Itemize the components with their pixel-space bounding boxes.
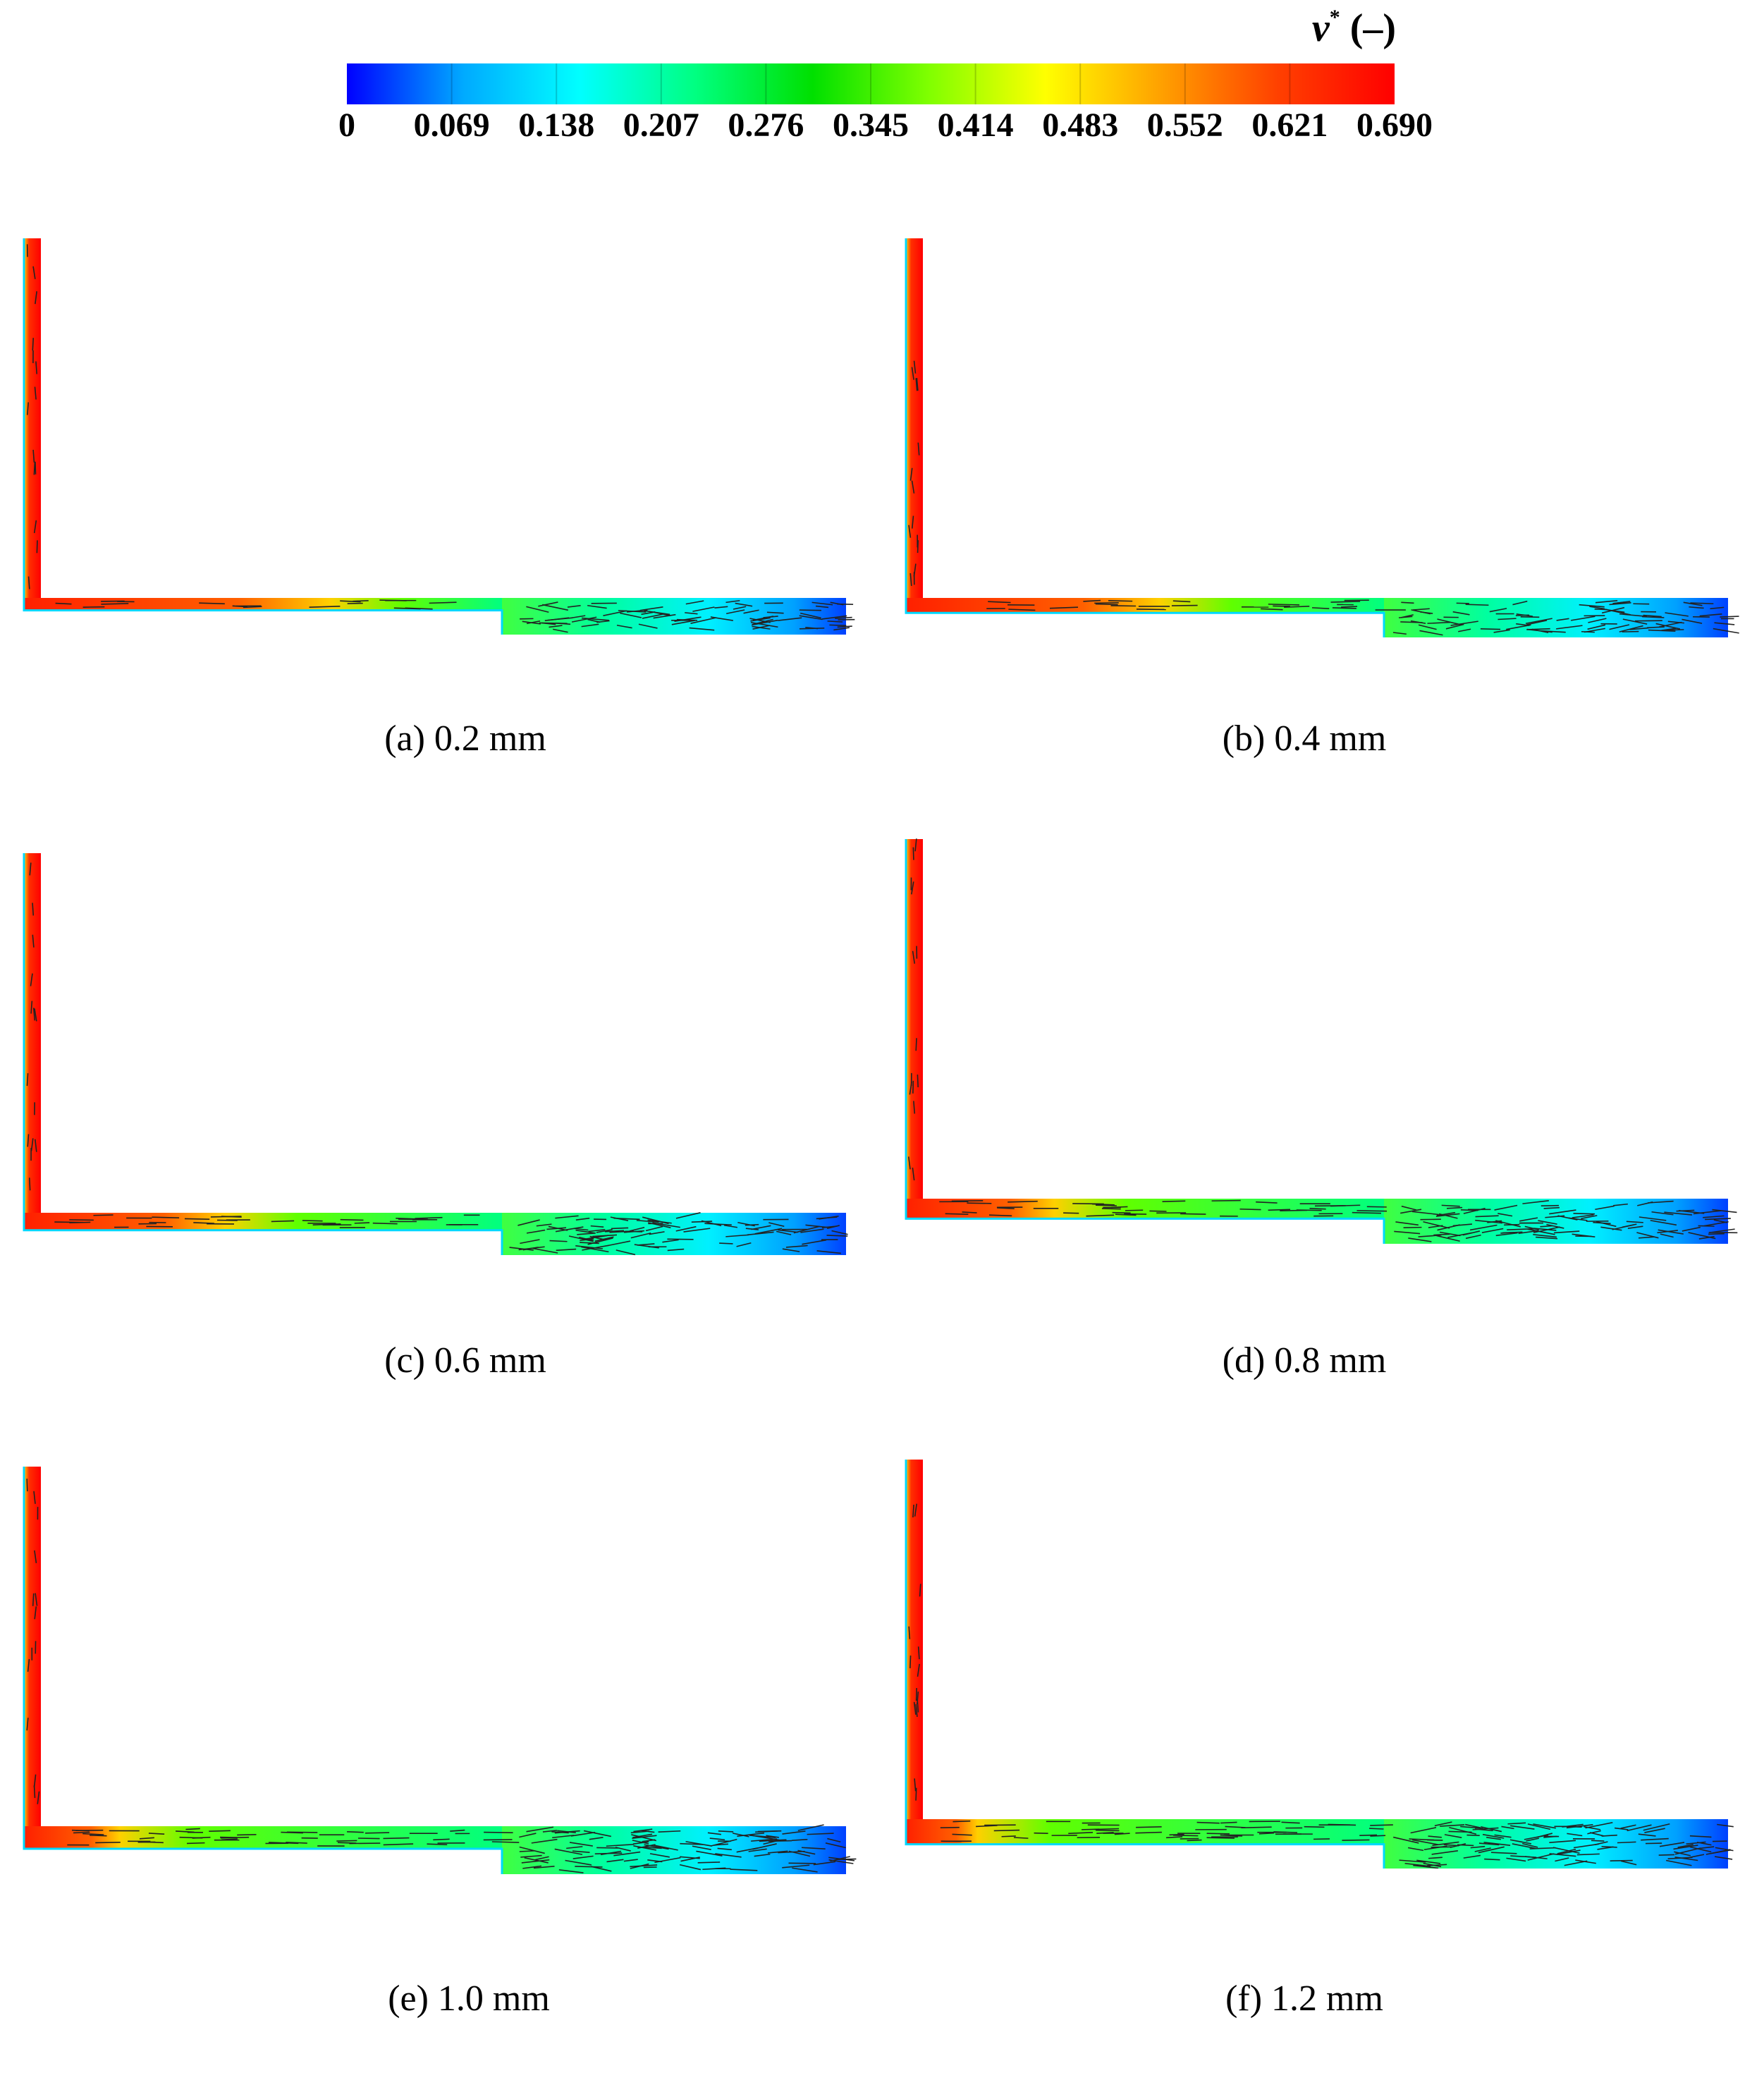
velocity-vectors [909, 361, 1739, 635]
colorbar-tick-label: 0.690 [1356, 106, 1433, 145]
vertical-channel [906, 238, 923, 613]
velocity-vectors [27, 862, 847, 1254]
colorbar-gradient [347, 63, 1395, 104]
velocity-vectors [27, 1479, 856, 1873]
colorbar-tick-label: 0.621 [1251, 106, 1328, 145]
panel-caption: (c) 0.6 mm [384, 1340, 546, 1381]
velocity-field-diagram [882, 1445, 1764, 1869]
velocity-vectors [909, 1504, 1734, 1869]
colorbar-tick-label: 0.552 [1147, 106, 1223, 145]
horizontal-channel [906, 1819, 1384, 1845]
flow-panel [882, 1445, 1764, 2066]
panel-caption: (f) 1.2 mm [1225, 1978, 1383, 2019]
horizontal-channel [24, 1826, 502, 1849]
colorbar-title-sup: * [1330, 6, 1340, 29]
velocity-field-diagram [882, 825, 1764, 1248]
panel-caption: (a) 0.2 mm [384, 718, 546, 759]
panel-caption: (d) 0.8 mm [1223, 1340, 1387, 1381]
horizontal-channel [906, 598, 1384, 613]
colorbar-title: v* (–) [1283, 6, 1396, 51]
colorbar-tick-label: 0.276 [728, 106, 804, 145]
colorbar-tick-label: 0.483 [1042, 106, 1118, 145]
velocity-field-diagram [0, 839, 882, 1262]
panel-caption: (e) 1.0 mm [388, 1978, 550, 2019]
colorbar-tick-label: 0.345 [833, 106, 909, 145]
colorbar-tick-label: 0.207 [623, 106, 699, 145]
colorbar-legend: v* (–) 0 0.069 0.138 0.207 0.276 0.345 0.414 0.… [0, 0, 1764, 155]
panel-caption: (b) 0.4 mm [1223, 718, 1387, 759]
outlet-region [502, 1213, 846, 1255]
velocity-field-diagram [0, 1453, 882, 1876]
colorbar-tick-label: 0.138 [518, 106, 594, 145]
velocity-vectors [909, 838, 1738, 1242]
colorbar-title-symbol: v [1312, 6, 1330, 50]
colorbar-tick-label: 0.414 [938, 106, 1014, 145]
vertical-channel [906, 1460, 923, 1845]
velocity-field-diagram [882, 224, 1764, 647]
velocity-field-diagram [0, 224, 882, 647]
colorbar-tick-label: 0.069 [414, 106, 490, 145]
velocity-vectors [27, 244, 855, 632]
colorbar-tick-label: 0 [338, 106, 355, 145]
vertical-channel [24, 238, 41, 611]
vertical-channel [906, 839, 923, 1218]
colorbar-title-unit: (–) [1350, 6, 1396, 50]
